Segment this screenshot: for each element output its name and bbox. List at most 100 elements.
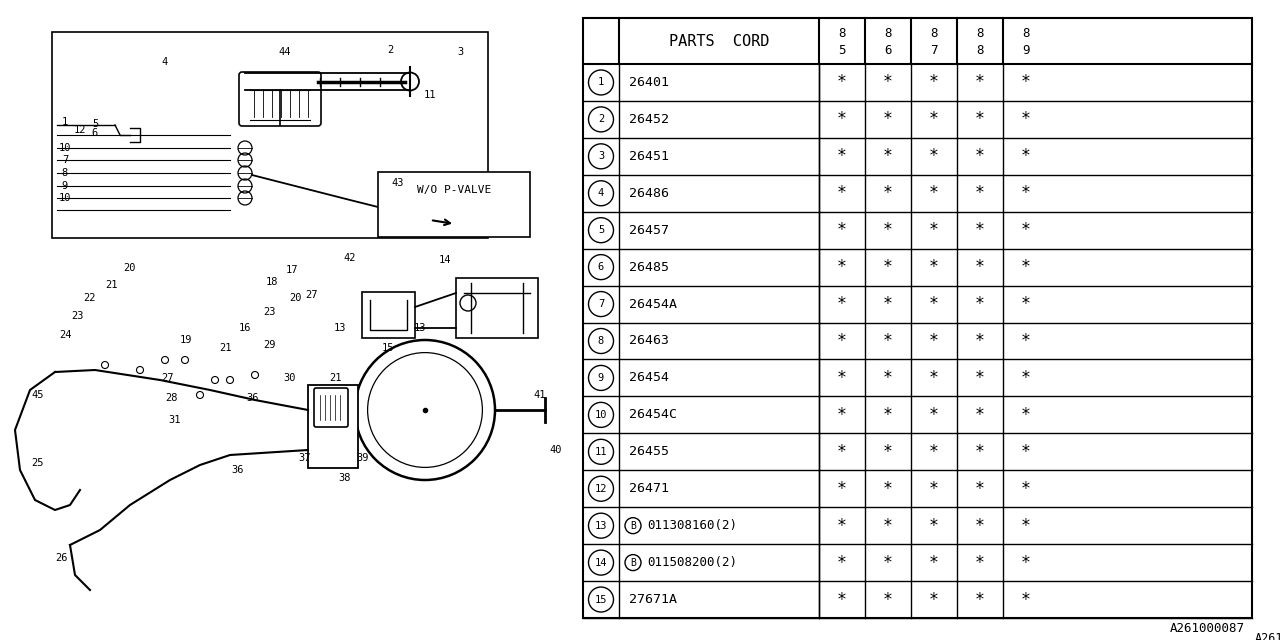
Text: *: * — [837, 516, 847, 534]
Text: 6: 6 — [884, 44, 892, 57]
Text: 1: 1 — [598, 77, 604, 88]
Text: *: * — [1021, 295, 1030, 313]
Text: *: * — [929, 258, 940, 276]
Text: 1: 1 — [61, 117, 68, 127]
Text: *: * — [929, 221, 940, 239]
Text: *: * — [929, 147, 940, 165]
Text: 8: 8 — [931, 27, 938, 40]
Text: *: * — [1021, 591, 1030, 609]
Text: 3: 3 — [457, 47, 463, 57]
Text: 41: 41 — [534, 390, 547, 400]
Text: 011508200(2): 011508200(2) — [646, 556, 737, 569]
Text: *: * — [837, 74, 847, 92]
Text: 25: 25 — [32, 458, 45, 468]
Text: 20: 20 — [289, 293, 301, 303]
Text: *: * — [975, 480, 986, 498]
Text: 2: 2 — [598, 115, 604, 124]
Text: 23: 23 — [264, 307, 276, 317]
Text: *: * — [975, 184, 986, 202]
Text: 26457: 26457 — [628, 224, 669, 237]
Text: 12: 12 — [595, 484, 607, 493]
Text: *: * — [975, 332, 986, 350]
Text: 2: 2 — [387, 45, 393, 55]
Text: *: * — [883, 516, 893, 534]
Text: 10: 10 — [595, 410, 607, 420]
Text: 8: 8 — [61, 168, 68, 178]
Text: *: * — [883, 554, 893, 572]
Text: 36: 36 — [247, 393, 260, 403]
Text: *: * — [837, 369, 847, 387]
Text: *: * — [837, 443, 847, 461]
Text: 44: 44 — [279, 47, 292, 57]
Text: 38: 38 — [339, 473, 351, 483]
Text: *: * — [837, 221, 847, 239]
Text: 11: 11 — [595, 447, 607, 457]
Bar — [362, 292, 415, 338]
Text: *: * — [1021, 369, 1030, 387]
Text: 8: 8 — [598, 336, 604, 346]
Text: *: * — [929, 332, 940, 350]
Text: *: * — [929, 74, 940, 92]
Bar — [456, 278, 538, 338]
Text: *: * — [883, 480, 893, 498]
Text: 4: 4 — [598, 188, 604, 198]
Text: *: * — [929, 591, 940, 609]
Text: 13: 13 — [413, 323, 426, 333]
Text: *: * — [1021, 406, 1030, 424]
Text: *: * — [837, 554, 847, 572]
Text: *: * — [1021, 258, 1030, 276]
Text: *: * — [1021, 443, 1030, 461]
Text: 10: 10 — [59, 143, 72, 153]
Text: *: * — [1021, 554, 1030, 572]
Text: 7: 7 — [931, 44, 938, 57]
Text: 16: 16 — [239, 323, 251, 333]
Text: 14: 14 — [595, 557, 607, 568]
Text: 28: 28 — [165, 393, 178, 403]
Text: *: * — [883, 295, 893, 313]
Text: *: * — [1021, 147, 1030, 165]
Text: 9: 9 — [598, 373, 604, 383]
Text: *: * — [975, 74, 986, 92]
Text: *: * — [837, 480, 847, 498]
Text: *: * — [837, 147, 847, 165]
Text: *: * — [1021, 332, 1030, 350]
Text: 43: 43 — [392, 178, 404, 188]
Text: 26485: 26485 — [628, 260, 669, 274]
Text: W/O P-VALVE: W/O P-VALVE — [417, 185, 492, 195]
Text: 7: 7 — [61, 155, 68, 165]
Text: 8: 8 — [977, 44, 984, 57]
Text: *: * — [975, 369, 986, 387]
Text: *: * — [837, 591, 847, 609]
Text: 15: 15 — [595, 595, 607, 605]
Text: *: * — [883, 332, 893, 350]
Bar — [52, 32, 488, 238]
FancyBboxPatch shape — [239, 72, 321, 126]
Text: *: * — [883, 369, 893, 387]
Text: 19: 19 — [179, 335, 192, 345]
Text: *: * — [975, 554, 986, 572]
Text: B: B — [630, 557, 636, 568]
Text: 4: 4 — [161, 57, 168, 67]
Text: *: * — [975, 295, 986, 313]
Text: *: * — [1021, 74, 1030, 92]
Text: 8: 8 — [1023, 27, 1029, 40]
Text: *: * — [1021, 516, 1030, 534]
Text: *: * — [929, 516, 940, 534]
Bar — [308, 385, 358, 468]
Text: 10: 10 — [59, 193, 72, 203]
FancyBboxPatch shape — [314, 388, 348, 427]
Text: 5: 5 — [838, 44, 846, 57]
Text: 23: 23 — [72, 311, 84, 321]
Text: 9: 9 — [61, 181, 68, 191]
Text: *: * — [975, 443, 986, 461]
Text: 6: 6 — [92, 128, 99, 138]
Text: *: * — [929, 110, 940, 129]
Text: 7: 7 — [598, 299, 604, 309]
Text: 5: 5 — [92, 119, 99, 129]
Text: 12: 12 — [74, 125, 86, 135]
Text: 13: 13 — [334, 323, 347, 333]
Text: 21: 21 — [329, 373, 342, 383]
Text: *: * — [883, 110, 893, 129]
Text: 13: 13 — [595, 521, 607, 531]
Text: 27: 27 — [306, 290, 319, 300]
